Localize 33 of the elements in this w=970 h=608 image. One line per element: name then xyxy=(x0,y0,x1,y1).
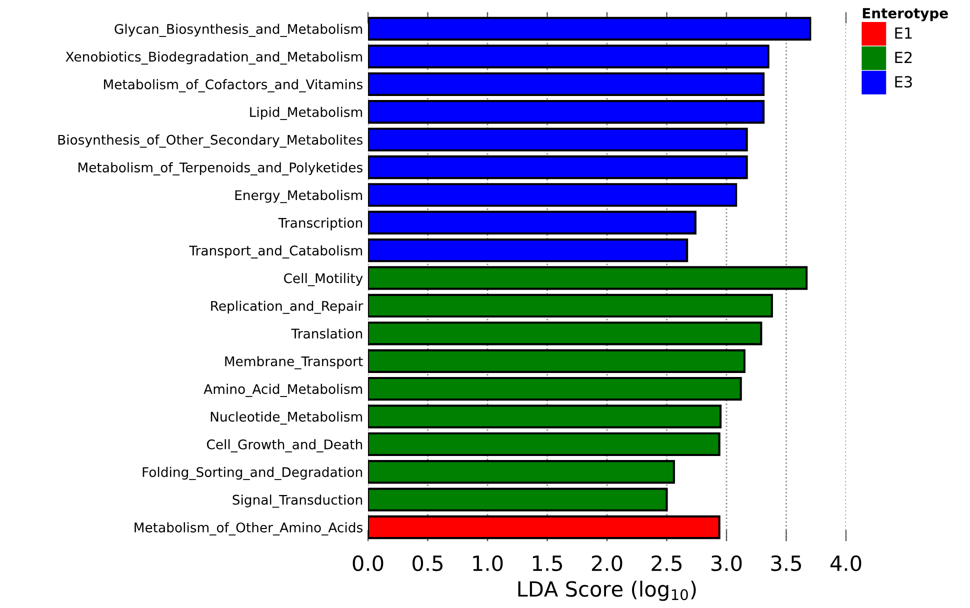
y-tick-label: Lipid_Metabolism xyxy=(250,106,362,120)
legend-label: E2 xyxy=(895,52,912,64)
x-tick-label: 2.5 xyxy=(652,555,682,572)
x-tick-label: 3.5 xyxy=(771,555,801,572)
y-tick-label: Metabolism_of_Cofactors_and_Vitamins xyxy=(104,79,362,92)
legend-label: E3 xyxy=(895,76,912,88)
x-tick-label: 3.0 xyxy=(712,555,742,572)
x-tick-label: 0.5 xyxy=(412,555,442,572)
y-tick-label: Transcription xyxy=(278,218,362,230)
y-tick-label: Translation xyxy=(291,328,362,339)
y-tick-label: Amino_Acid_Metabolism xyxy=(204,384,362,397)
y-tick-label: Metabolism_of_Other_Amino_Acids xyxy=(134,522,362,536)
y-tick-label: Cell_Motility xyxy=(284,273,363,286)
y-tick-label: Membrane_Transport xyxy=(225,356,363,370)
x-tick-label: 1.5 xyxy=(532,556,562,572)
y-tick-label: Nucleotide_Metabolism xyxy=(210,411,362,425)
y-tick-label: Signal_Transduction xyxy=(232,494,362,508)
y-tick-label: Metabolism_of_Terpenoids_and_Polyketides xyxy=(78,162,362,176)
legend-title: Enterotype xyxy=(862,8,948,22)
y-tick-label: Glycan_Biosynthesis_and_Metabolism xyxy=(114,24,362,37)
y-tick-label: Biosynthesis_of_Other_Secondary_Metabolites xyxy=(58,134,362,148)
x-tick-label: 4.0 xyxy=(830,555,862,572)
y-tick-label: Transport_and_Catabolism xyxy=(189,245,362,258)
y-tick-label: Folding_Sorting_and_Degradation xyxy=(142,466,362,480)
y-tick-label: Cell_Growth_and_Death xyxy=(206,439,362,452)
x-axis-title: LDA Score (log$_{10}$) xyxy=(518,580,696,601)
x-tick-label: 1.0 xyxy=(473,555,503,572)
y-tick-label: Replication_and_Repair xyxy=(211,300,364,314)
x-tick-label: 0.0 xyxy=(352,555,384,572)
x-tick-label: 2.0 xyxy=(592,555,622,572)
legend-label: E1 xyxy=(895,28,912,39)
y-tick-label: Xenobiotics_Biodegradation_and_Metabolism xyxy=(66,51,362,65)
y-tick-label: Energy_Metabolism xyxy=(235,190,362,204)
